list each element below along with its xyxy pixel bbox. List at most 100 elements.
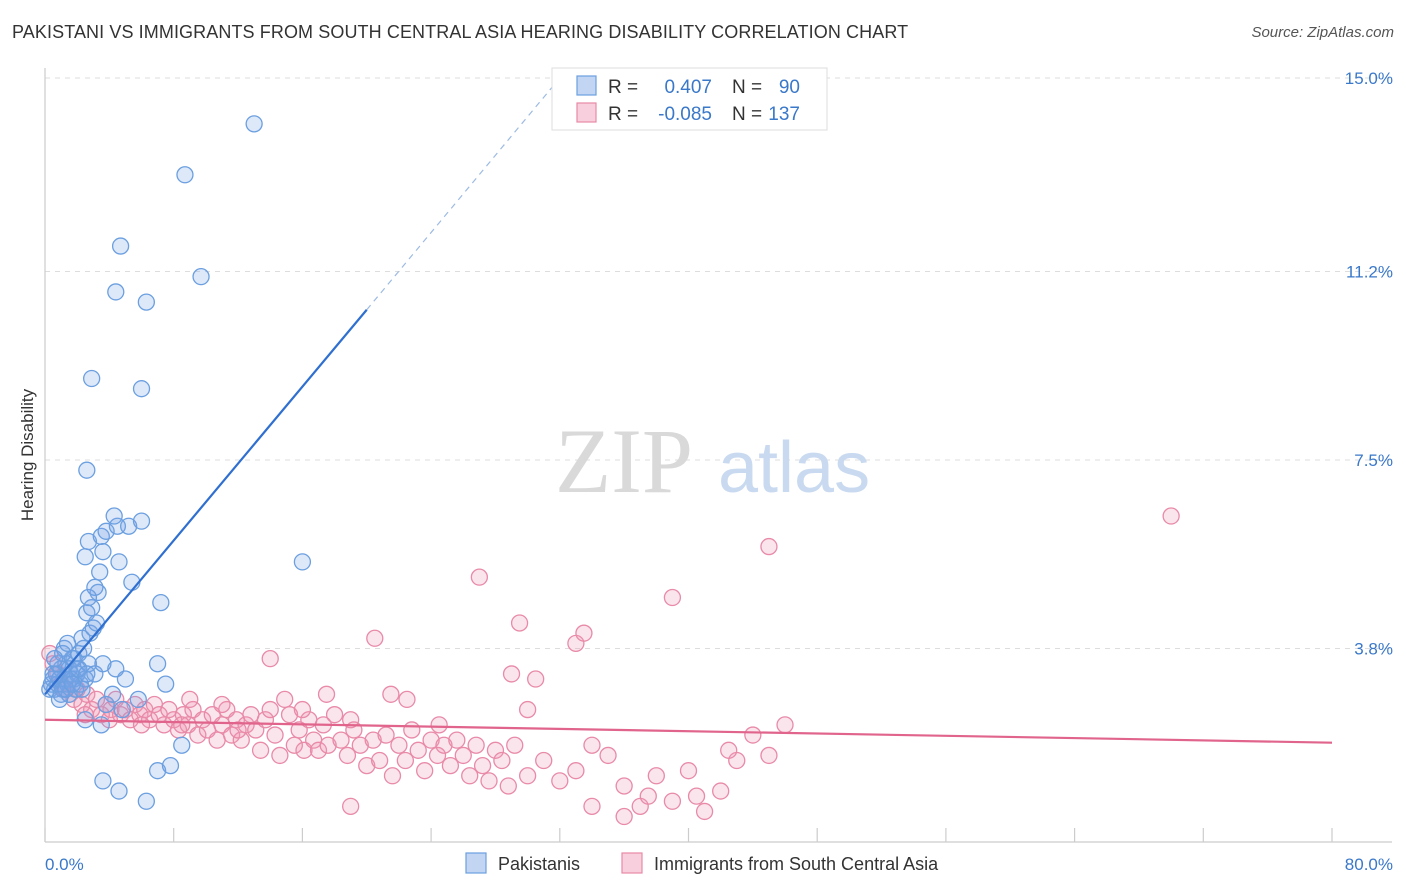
south-central-asia-point (338, 746, 357, 765)
south-central-asia-point (390, 736, 408, 754)
pakistanis-point (94, 655, 112, 673)
south-central-asia-point (760, 537, 778, 556)
pakistanis-point (94, 772, 112, 790)
legend-swatch (576, 102, 597, 123)
pakistanis-point (97, 695, 115, 714)
pakistanis-point (116, 670, 135, 688)
pakistanis-point (76, 548, 94, 566)
south-central-asia-point (493, 751, 511, 770)
south-central-asia-point (366, 629, 384, 647)
pakistanis-point (132, 512, 151, 530)
south-central-asia-point (342, 797, 360, 815)
trend-lines (44, 77, 1333, 744)
south-central-asia-point (194, 711, 212, 729)
legend-r-label: R = (608, 104, 638, 125)
south-central-asia-point (502, 665, 521, 683)
pakistanis-point (83, 369, 101, 388)
pakistanis-point (58, 634, 77, 653)
data-points (41, 115, 1180, 826)
legend-n-label: N = (732, 104, 762, 125)
south-central-asia-point (486, 741, 505, 759)
south-central-asia-point (317, 685, 336, 703)
legend-n-label: N = (732, 77, 762, 98)
bottom-legend-swatch (465, 852, 487, 874)
pakistanis-point (92, 527, 110, 546)
pakistanis-point (103, 685, 122, 703)
pakistanis-point (157, 675, 175, 693)
south-central-asia-point (461, 767, 479, 785)
pakistanis-point (293, 553, 312, 571)
south-central-asia-point (280, 706, 299, 724)
pakistanis-point (161, 756, 180, 775)
south-central-asia-point (213, 695, 231, 714)
south-central-asia-point (1162, 507, 1180, 525)
south-central-asia-point (639, 787, 657, 805)
y-tick-labels: 3.8% 7.5% 11.2% 15.0% (1345, 69, 1393, 658)
south-central-asia-trend-line (44, 718, 1333, 744)
pakistanis-trend-extension (366, 77, 561, 311)
south-central-asia-point (776, 716, 794, 734)
south-central-asia-point (454, 746, 472, 765)
south-central-asia-point (325, 706, 344, 724)
legend-swatch (576, 75, 597, 96)
pakistanis-point (173, 736, 191, 754)
south-central-asia-point (261, 700, 279, 719)
x-tick-label: 80.0% (1345, 855, 1393, 874)
y-tick-label: 15.0% (1345, 69, 1393, 88)
south-central-asia-point (430, 716, 448, 734)
south-central-asia-point (351, 736, 369, 754)
south-central-asia-point (309, 741, 328, 759)
south-central-asia-point (473, 756, 492, 775)
south-central-asia-point (285, 736, 304, 754)
south-central-asia-point (396, 751, 415, 770)
south-central-asia-point (271, 746, 289, 765)
pakistanis-point (245, 115, 263, 133)
pakistanis-point (137, 792, 156, 810)
south-central-asia-point (535, 751, 553, 770)
watermark: ZIP atlas (555, 410, 870, 512)
south-central-asia-point (409, 741, 427, 759)
south-central-asia-point (364, 731, 382, 749)
south-central-asia-point (416, 762, 434, 780)
legend-n-value: 90 (779, 77, 800, 98)
pakistanis-point (79, 588, 98, 607)
south-central-asia-point (126, 695, 144, 714)
south-central-asia-point (229, 721, 247, 739)
south-central-asia-point (435, 736, 453, 754)
south-central-asia-point (266, 726, 284, 744)
south-central-asia-point (518, 700, 537, 719)
south-central-asia-point (319, 736, 337, 754)
south-central-asia-point (467, 736, 485, 754)
pakistanis-point (50, 690, 69, 709)
pakistanis-point (192, 267, 210, 286)
bottom-legend-label: Pakistanis (498, 854, 580, 874)
pakistanis-point (97, 522, 115, 540)
south-central-asia-point (663, 588, 682, 607)
south-central-asia-point (448, 731, 466, 749)
south-central-asia-point (208, 731, 226, 749)
axes (44, 68, 1392, 843)
south-central-asia-point (358, 756, 376, 775)
south-central-asia-point (370, 751, 389, 770)
south-central-asia-point (398, 690, 416, 709)
pakistanis-point (92, 716, 110, 734)
south-central-asia-point (615, 777, 633, 795)
watermark-zip: ZIP (555, 410, 693, 512)
south-central-asia-point (428, 746, 447, 765)
south-central-asia-point (679, 762, 698, 780)
south-central-asia-point (76, 706, 94, 724)
south-central-asia-point (760, 746, 778, 765)
legend-r-value: 0.407 (664, 77, 712, 98)
x-tick-labels: 0.0% 80.0% (45, 855, 1393, 874)
y-tick-label: 3.8% (1354, 639, 1393, 658)
pakistanis-point (78, 461, 96, 479)
pakistanis-point (111, 237, 130, 255)
watermark-atlas: atlas (718, 428, 870, 508)
pakistanis-point (110, 553, 128, 571)
bottom-legend-label: Immigrants from South Central Asia (654, 854, 939, 874)
pakistanis-trend-line (44, 309, 368, 695)
south-central-asia-point (173, 716, 191, 734)
bottom-legend: Pakistanis Immigrants from South Central … (465, 852, 939, 874)
south-central-asia-point (422, 731, 440, 749)
pakistanis-point (152, 593, 170, 612)
